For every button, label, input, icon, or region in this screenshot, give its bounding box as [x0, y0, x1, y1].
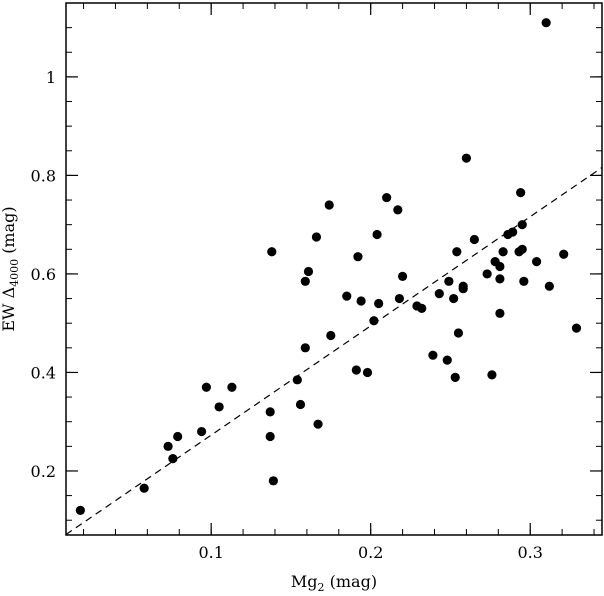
y-axis-label-main: EW Δ — [0, 287, 18, 332]
data-point — [495, 261, 505, 272]
x-tick-label: 0.2 — [358, 543, 383, 562]
data-point — [544, 281, 554, 291]
data-point — [453, 328, 464, 338]
x-axis-label-main: Mg — [291, 572, 318, 591]
data-point — [139, 483, 149, 493]
data-point — [173, 431, 183, 442]
y-tick-label: 0.8 — [31, 166, 56, 185]
data-point — [559, 249, 569, 259]
y-tick-label: 1 — [46, 68, 56, 87]
data-point — [428, 350, 438, 360]
data-point — [313, 419, 323, 429]
data-points — [75, 18, 582, 515]
data-point — [393, 205, 403, 215]
data-point — [303, 266, 314, 277]
data-point — [324, 200, 334, 210]
data-point — [382, 192, 392, 203]
data-point — [444, 276, 454, 286]
data-point — [519, 276, 529, 286]
data-point — [495, 274, 505, 284]
x-axis-label-unit: (mag) — [325, 572, 378, 591]
data-point — [394, 293, 405, 304]
data-point — [495, 308, 505, 318]
data-point — [482, 269, 492, 279]
data-point — [498, 247, 508, 257]
data-point — [469, 234, 479, 245]
tick-labels: 0.1 0.2 0.3 0.2 0.4 0.6 0.8 1 — [31, 68, 543, 562]
data-point — [227, 382, 237, 392]
data-point — [458, 284, 468, 294]
data-point — [517, 220, 527, 230]
data-point — [517, 244, 527, 254]
data-point — [487, 370, 497, 380]
data-point — [434, 289, 444, 299]
data-point — [168, 454, 178, 464]
data-point — [295, 399, 306, 410]
data-point — [265, 431, 275, 442]
data-point — [163, 441, 173, 451]
major-ticks — [66, 3, 602, 535]
data-point — [351, 365, 361, 375]
data-point — [326, 330, 336, 341]
data-point — [265, 407, 275, 417]
x-tick-label: 0.1 — [198, 543, 223, 562]
data-point — [516, 188, 526, 198]
data-point — [369, 316, 379, 326]
x-axis-label-sub: 2 — [318, 581, 325, 594]
data-point — [531, 257, 542, 267]
data-point — [508, 227, 518, 237]
data-point — [541, 18, 551, 28]
y-tick-label: 0.4 — [31, 363, 56, 382]
data-point — [397, 271, 408, 281]
data-point — [372, 229, 382, 240]
y-axis-label-sub: 4000 — [8, 259, 21, 287]
data-point — [374, 298, 384, 309]
data-point — [353, 252, 363, 262]
data-point — [268, 476, 278, 486]
data-point — [292, 375, 302, 385]
data-point — [461, 153, 472, 163]
data-point — [571, 323, 582, 333]
data-point — [267, 247, 277, 257]
data-point — [201, 382, 211, 392]
y-axis-label: EW Δ4000 (mag) — [0, 206, 21, 331]
data-point — [300, 276, 310, 286]
data-point — [442, 355, 452, 365]
y-tick-label: 0.6 — [31, 265, 56, 284]
data-point — [417, 303, 427, 314]
data-point — [75, 505, 85, 515]
data-point — [452, 247, 462, 257]
x-axis-label: Mg2 (mag) — [291, 572, 377, 594]
y-tick-label: 0.2 — [31, 462, 56, 481]
data-point — [450, 372, 460, 382]
data-point — [449, 293, 459, 304]
data-point — [362, 367, 373, 378]
data-point — [196, 426, 207, 437]
x-tick-label: 0.3 — [517, 543, 542, 562]
data-point — [311, 232, 322, 242]
data-point — [214, 402, 224, 412]
data-point — [356, 296, 366, 306]
plot-frame — [65, 2, 603, 536]
data-point — [300, 343, 310, 353]
data-point — [342, 291, 352, 301]
minor-ticks — [66, 2, 602, 535]
y-axis-label-unit: (mag) — [0, 206, 18, 259]
